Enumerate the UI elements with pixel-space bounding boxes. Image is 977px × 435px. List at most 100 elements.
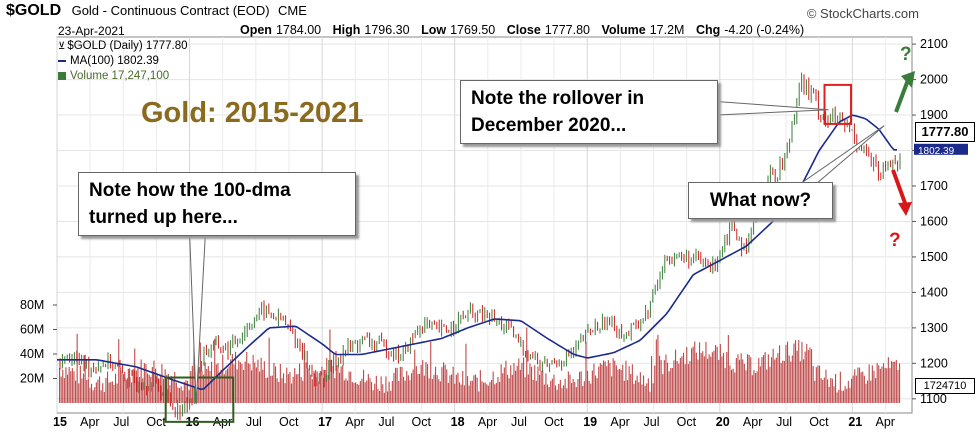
volume-bar (431, 378, 433, 403)
volume-bar (103, 392, 105, 403)
volume-bar (707, 358, 709, 403)
volume-bar (766, 369, 768, 403)
volume-bar (873, 370, 875, 403)
volume-bar (755, 373, 757, 403)
volume-bar (311, 379, 313, 403)
high-label: High (332, 23, 361, 37)
x-tick-label: Oct (279, 415, 299, 429)
volume-bar (759, 366, 761, 403)
x-tick-label: Apr (80, 415, 99, 429)
volume-bar (875, 378, 877, 403)
volume-bar (177, 387, 179, 403)
volume-bar (515, 370, 517, 403)
volume-bar (790, 361, 792, 403)
volume-bar (841, 390, 843, 403)
volume-bar (345, 378, 347, 403)
x-tick-label: 19 (583, 415, 597, 429)
volume-bar (881, 366, 883, 403)
volume-bar (508, 378, 510, 403)
volume-bar (319, 370, 321, 403)
volume-bar (276, 378, 278, 403)
volume-bar (289, 372, 291, 403)
volume-bar (193, 345, 195, 403)
volume-bar (623, 380, 625, 403)
volume-bar (751, 375, 753, 403)
volume-bar (438, 379, 440, 403)
volume-bar (553, 374, 555, 403)
volume-bar (305, 362, 307, 403)
volume-bar (187, 380, 189, 403)
volume-bar (396, 367, 398, 403)
volume-bar (212, 379, 214, 403)
volume-bar (417, 374, 419, 403)
volume-bar (742, 359, 744, 403)
volume-bar (782, 360, 784, 403)
volume-bar (803, 359, 805, 403)
volume-bar (71, 368, 73, 403)
volume-bar (201, 370, 203, 403)
volume-bar (67, 374, 69, 403)
volume-bar (723, 352, 725, 403)
volume-value: 17.2M (649, 23, 685, 37)
close-value: 1777.80 (544, 23, 590, 37)
y-tick-label: 1100 (920, 392, 947, 406)
volume-bar (78, 383, 80, 403)
volume-bar (132, 368, 134, 403)
volume-bar (580, 371, 582, 403)
volume-bar (807, 350, 809, 403)
volume-bar (505, 360, 507, 403)
volume-bar (65, 367, 67, 403)
volume-bar (137, 367, 139, 403)
volume-bar (748, 355, 750, 403)
volume-bar (364, 382, 366, 403)
volume-bar (734, 372, 736, 403)
volume-bar (775, 357, 777, 403)
volume-bar (692, 346, 694, 403)
x-tick-label: 17 (318, 415, 332, 429)
volume-bar (651, 356, 653, 403)
volume-bar (606, 366, 608, 403)
volume-bar (295, 374, 297, 403)
volume-bar (854, 369, 856, 403)
volume-bar (503, 367, 505, 403)
volume-bar (859, 367, 861, 403)
volume-bar (454, 383, 456, 403)
ma-line-swatch (58, 59, 66, 62)
y-tick-label: 2000 (920, 73, 948, 87)
volume-bar (753, 370, 755, 403)
volume-bar (411, 373, 413, 403)
volume-bar (814, 380, 816, 403)
volume-bar (732, 368, 734, 403)
volume-bar (348, 371, 350, 403)
volume-bar (415, 366, 417, 403)
volume-bar (521, 362, 523, 403)
volume-bar (425, 362, 427, 403)
volume-bar (555, 385, 557, 403)
x-tick-label: Oct (677, 415, 697, 429)
volume-bar (263, 361, 265, 403)
legend-volume: Volume 17,247,100 (58, 70, 169, 82)
y-tick-label: 1200 (920, 356, 948, 370)
volume-bar (91, 383, 93, 403)
volume-bar (731, 369, 733, 403)
volume-bar (847, 380, 849, 403)
callout-rollover: Note the rollover in December 2020... (460, 80, 718, 144)
volume-bar (227, 368, 229, 403)
volume-bar (545, 373, 547, 403)
volume-bar (110, 382, 112, 403)
volume-bar (894, 361, 896, 403)
volume-bar (737, 354, 739, 403)
volume-bar (502, 373, 504, 403)
volume-bar (179, 388, 181, 403)
volume-bar (543, 384, 545, 403)
volume-bar (670, 368, 672, 403)
volume-bar (287, 374, 289, 403)
volume-bar (271, 375, 273, 403)
volume-bar (251, 370, 253, 403)
volume-bar (126, 380, 128, 403)
volume-bar (393, 372, 395, 403)
volume-bar (524, 377, 526, 403)
volume-bar (99, 376, 101, 403)
volume-bar (833, 386, 835, 403)
volume-bar (73, 371, 75, 403)
